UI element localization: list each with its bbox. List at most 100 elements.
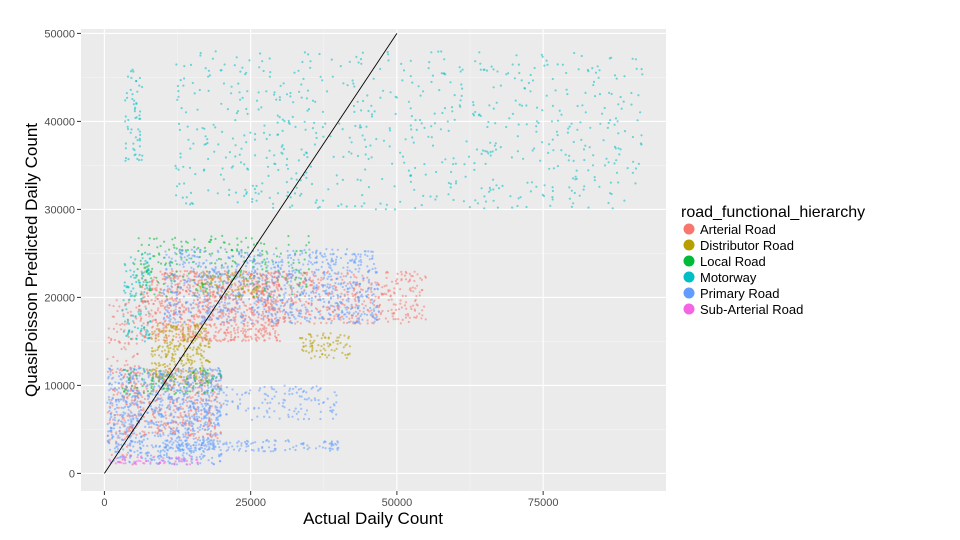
data-point bbox=[364, 168, 367, 171]
data-point bbox=[194, 327, 197, 331]
data-point bbox=[513, 77, 517, 80]
data-point bbox=[265, 266, 268, 269]
data-point bbox=[172, 429, 175, 432]
data-point bbox=[180, 376, 183, 379]
data-point bbox=[191, 429, 194, 432]
data-point bbox=[311, 99, 315, 102]
data-point bbox=[398, 308, 401, 311]
data-point bbox=[212, 387, 215, 390]
data-point bbox=[252, 243, 256, 246]
data-point bbox=[123, 289, 126, 292]
data-point bbox=[242, 338, 245, 341]
data-point bbox=[200, 409, 203, 412]
data-point bbox=[188, 166, 192, 169]
data-point bbox=[295, 178, 298, 181]
data-point bbox=[116, 367, 119, 370]
data-point bbox=[547, 151, 550, 154]
data-point bbox=[146, 437, 149, 440]
data-point bbox=[154, 296, 157, 299]
data-point bbox=[179, 152, 182, 155]
data-point bbox=[291, 204, 294, 207]
data-point bbox=[218, 390, 221, 393]
data-point bbox=[174, 328, 177, 331]
data-point bbox=[311, 279, 315, 282]
data-point bbox=[353, 85, 356, 88]
data-point bbox=[146, 253, 149, 256]
data-point bbox=[193, 429, 196, 432]
data-point bbox=[142, 263, 145, 266]
data-point bbox=[220, 102, 223, 105]
data-point bbox=[207, 69, 210, 72]
data-point bbox=[561, 63, 565, 66]
data-point bbox=[231, 272, 234, 275]
data-point bbox=[170, 419, 174, 422]
data-point bbox=[183, 77, 186, 80]
data-point bbox=[399, 151, 402, 154]
data-point bbox=[156, 322, 160, 325]
data-point bbox=[127, 301, 130, 304]
data-point bbox=[138, 305, 141, 308]
data-point bbox=[262, 312, 265, 315]
data-point bbox=[179, 79, 182, 82]
data-point bbox=[584, 91, 587, 94]
data-point bbox=[162, 380, 165, 383]
data-point bbox=[177, 301, 180, 304]
data-point bbox=[450, 170, 453, 174]
data-point bbox=[163, 240, 166, 243]
data-point bbox=[178, 291, 181, 294]
data-point bbox=[307, 53, 310, 56]
data-point bbox=[355, 315, 358, 318]
data-point bbox=[218, 329, 221, 332]
data-point bbox=[272, 263, 275, 266]
data-point bbox=[162, 363, 165, 366]
data-point bbox=[190, 307, 193, 310]
data-point bbox=[125, 428, 128, 431]
data-point bbox=[203, 286, 206, 289]
data-point bbox=[257, 249, 260, 252]
data-point bbox=[227, 340, 230, 343]
data-point bbox=[168, 297, 172, 300]
data-point bbox=[220, 312, 223, 315]
data-point bbox=[204, 135, 207, 138]
data-point bbox=[262, 335, 265, 338]
data-point bbox=[326, 283, 329, 286]
data-point bbox=[191, 294, 194, 297]
data-point bbox=[127, 158, 130, 161]
data-point bbox=[279, 252, 282, 255]
data-point bbox=[394, 279, 398, 283]
data-point bbox=[126, 127, 130, 131]
data-point bbox=[460, 94, 463, 97]
data-point bbox=[313, 322, 316, 325]
data-point bbox=[210, 374, 213, 377]
data-point bbox=[208, 288, 211, 291]
data-point bbox=[193, 360, 196, 363]
data-point bbox=[201, 364, 204, 367]
data-point bbox=[450, 106, 454, 109]
data-point bbox=[187, 288, 190, 291]
data-point bbox=[127, 428, 131, 431]
data-point bbox=[183, 333, 186, 336]
data-point bbox=[280, 145, 283, 148]
data-point bbox=[231, 137, 234, 140]
data-point bbox=[207, 75, 210, 78]
data-point bbox=[139, 400, 142, 403]
data-point bbox=[263, 308, 266, 311]
data-point bbox=[150, 385, 153, 388]
data-point bbox=[245, 141, 248, 144]
data-point bbox=[189, 330, 192, 333]
data-point bbox=[113, 419, 117, 422]
data-point bbox=[212, 422, 216, 425]
data-point bbox=[168, 274, 171, 278]
data-point bbox=[268, 196, 271, 199]
data-point bbox=[243, 163, 246, 166]
data-point bbox=[109, 370, 112, 373]
data-point bbox=[181, 421, 184, 424]
data-point bbox=[219, 328, 222, 331]
data-point bbox=[443, 58, 446, 61]
data-point bbox=[144, 251, 147, 254]
data-point bbox=[379, 67, 382, 71]
data-point bbox=[480, 187, 483, 190]
data-point bbox=[187, 414, 190, 417]
data-point bbox=[140, 329, 143, 332]
data-point bbox=[195, 377, 198, 380]
